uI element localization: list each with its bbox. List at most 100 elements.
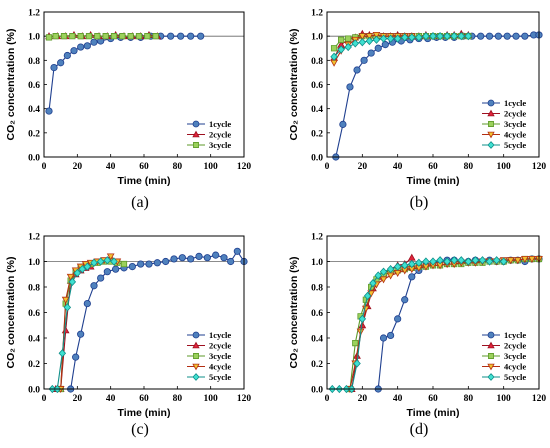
legend-marker (488, 353, 494, 359)
data-point (69, 33, 76, 40)
legend-label: 5cycle (504, 140, 526, 150)
legend-marker (487, 373, 495, 381)
data-point (528, 255, 536, 263)
data-point (103, 256, 112, 265)
data-point (68, 277, 77, 287)
data-point (83, 262, 92, 271)
data-point (90, 258, 98, 267)
data-point (162, 257, 170, 266)
data-point (127, 33, 134, 40)
data-point (408, 273, 416, 281)
data-point (70, 47, 78, 55)
legend-label: 2cycle (504, 109, 526, 119)
data-point (77, 33, 84, 40)
data-point (330, 52, 338, 61)
data-point (144, 33, 151, 40)
data-point (330, 59, 338, 67)
data-point (450, 32, 458, 41)
data-point (128, 262, 136, 271)
data-point (401, 296, 409, 304)
legend-marker (193, 353, 199, 359)
data-point (393, 34, 402, 43)
data-point (386, 34, 395, 43)
y-tick-label: 0.6 (28, 81, 40, 91)
data-point (110, 257, 118, 266)
legend-label: 3cycle (209, 351, 231, 361)
data-point (363, 291, 372, 301)
x-tick-label: 120 (237, 162, 252, 172)
chart-panel-1: 0.0 0.2 0.4 0.6 0.8 1.0 1.2 0 20 40 60 80 100 120 Time… (5, 9, 251, 188)
data-point (443, 257, 451, 266)
x-tick-label: 120 (532, 394, 547, 404)
data-point (346, 83, 354, 91)
plot-frame (326, 11, 540, 158)
data-point (494, 32, 502, 40)
y-tick-label: 0.6 (28, 309, 40, 319)
data-point (203, 254, 211, 262)
data-point (400, 261, 409, 270)
legend-label: 5cycle (209, 372, 231, 382)
x-tick-label: 20 (358, 162, 368, 172)
chart-panel-3: 0.0 0.2 0.4 0.6 0.8 1.0 1.2 0 20 40 60 80 100 120 Time… (5, 233, 251, 420)
y-tick-label: 1.0 (28, 33, 40, 43)
y-tick-label: 1.2 (28, 233, 40, 243)
series-5cycle (330, 32, 473, 61)
x-tick-label: 100 (497, 394, 512, 404)
x-tick-label: 100 (204, 162, 219, 172)
data-point (485, 257, 494, 266)
y-tick-label: 0.4 (311, 335, 323, 345)
data-point (94, 33, 101, 40)
legend-label: 3cycle (209, 140, 231, 150)
data-point (90, 38, 98, 46)
y-tick-label: 0.6 (311, 81, 323, 91)
x-tick-label: 40 (106, 394, 116, 404)
y-tick-label: 0.0 (28, 154, 40, 164)
data-point (379, 34, 388, 43)
y-tick-label: 1.0 (28, 258, 40, 268)
x-tick-label: 0 (42, 162, 47, 172)
data-point (386, 331, 395, 340)
data-point (521, 32, 529, 40)
data-point (220, 254, 228, 262)
plot-frame (43, 11, 245, 158)
y-tick-label: 0.6 (311, 309, 323, 319)
data-point (90, 282, 98, 290)
data-point (45, 34, 53, 41)
data-point (408, 259, 416, 269)
data-point (358, 38, 367, 47)
data-point (78, 265, 87, 274)
data-point (61, 296, 70, 304)
x-tick-label: 20 (358, 394, 368, 404)
x-tick-label: 80 (464, 394, 474, 404)
legend-label: 1cycle (504, 98, 526, 108)
legend-label: 1cycle (504, 330, 526, 340)
legend-marker (192, 120, 200, 128)
data-point (471, 256, 480, 265)
chart-panel-4: 0.0 0.2 0.4 0.6 0.8 1.0 1.2 0 20 40 60 80 100 120 Time… (288, 233, 546, 420)
y-tick-label: 1.0 (311, 258, 323, 268)
data-point (178, 254, 186, 262)
data-point (367, 49, 375, 57)
legend-marker (487, 131, 495, 139)
series-3cycle (57, 258, 128, 393)
data-point (97, 274, 105, 282)
legend-marker (192, 341, 200, 349)
data-point (464, 32, 473, 41)
data-point (379, 267, 388, 276)
data-point (187, 255, 195, 263)
legend-marker (487, 99, 495, 107)
data-point (337, 45, 345, 54)
data-point (429, 32, 437, 41)
series-line (332, 259, 504, 390)
data-point (72, 353, 80, 361)
data-point (379, 334, 388, 342)
panel-caption-d: (d) (409, 421, 429, 438)
data-point (63, 51, 71, 60)
legend-marker (192, 373, 200, 381)
x-tick-label: 80 (464, 162, 474, 172)
series-1cycle (45, 32, 205, 115)
data-point (512, 32, 520, 40)
